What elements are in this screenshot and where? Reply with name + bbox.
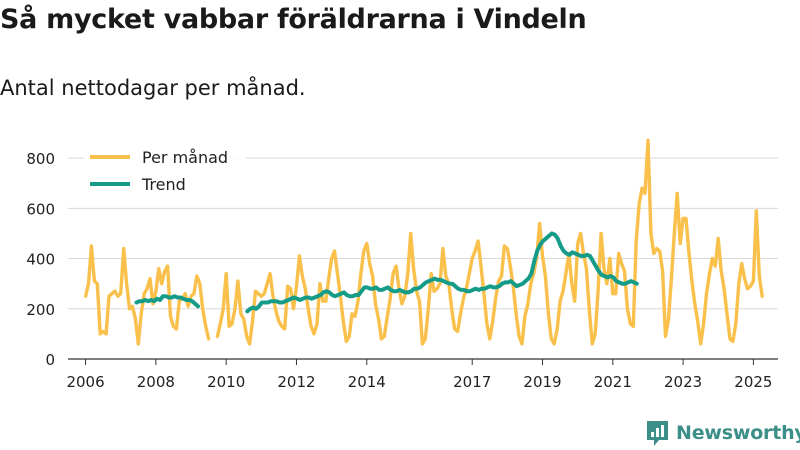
legend-label-trend: Trend <box>141 175 186 194</box>
x-tick-label: 2025 <box>734 373 772 391</box>
brand: Newsworthy <box>645 418 800 448</box>
y-tick-label: 400 <box>26 251 55 269</box>
series-line-trend-segment-1 <box>134 294 200 309</box>
chart-title: Så mycket vabbar föräldrarna i Vindeln <box>0 4 587 35</box>
y-tick-label: 200 <box>26 301 55 319</box>
chart-subtitle: Antal nettodagar per månad. <box>0 76 306 100</box>
y-tick-label: 600 <box>26 200 55 218</box>
x-tick-label: 2006 <box>66 373 104 391</box>
x-tick-label: 2012 <box>277 373 315 391</box>
y-tick-label: 0 <box>45 351 55 369</box>
y-tick-label: 800 <box>26 150 55 168</box>
series-lines <box>83 138 764 346</box>
newsworthy-logo-icon <box>647 421 668 446</box>
series-line-trend-segment-2 <box>245 231 639 314</box>
x-tick-label: 2023 <box>664 373 702 391</box>
y-axis: 0 200 400 600 800 <box>26 150 55 369</box>
x-tick-label: 2019 <box>523 373 561 391</box>
x-tick-label: 2014 <box>348 373 386 391</box>
x-tick-label: 2017 <box>453 373 491 391</box>
x-tick-label: 2010 <box>207 373 245 391</box>
x-tick-label: 2021 <box>594 373 632 391</box>
x-axis: 2006 2008 2010 2012 2014 2017 2019 2021 2023 2025 <box>66 358 778 391</box>
x-tick-label: 2008 <box>137 373 175 391</box>
legend-background <box>84 142 246 200</box>
legend: Per månad Trend <box>84 142 246 200</box>
series-line-per-manad-segment-1 <box>83 244 211 346</box>
series-line-per-manad-segment-2 <box>215 138 764 346</box>
brand-name: Newsworthy <box>676 422 800 444</box>
legend-label-per-manad: Per månad <box>142 148 228 167</box>
